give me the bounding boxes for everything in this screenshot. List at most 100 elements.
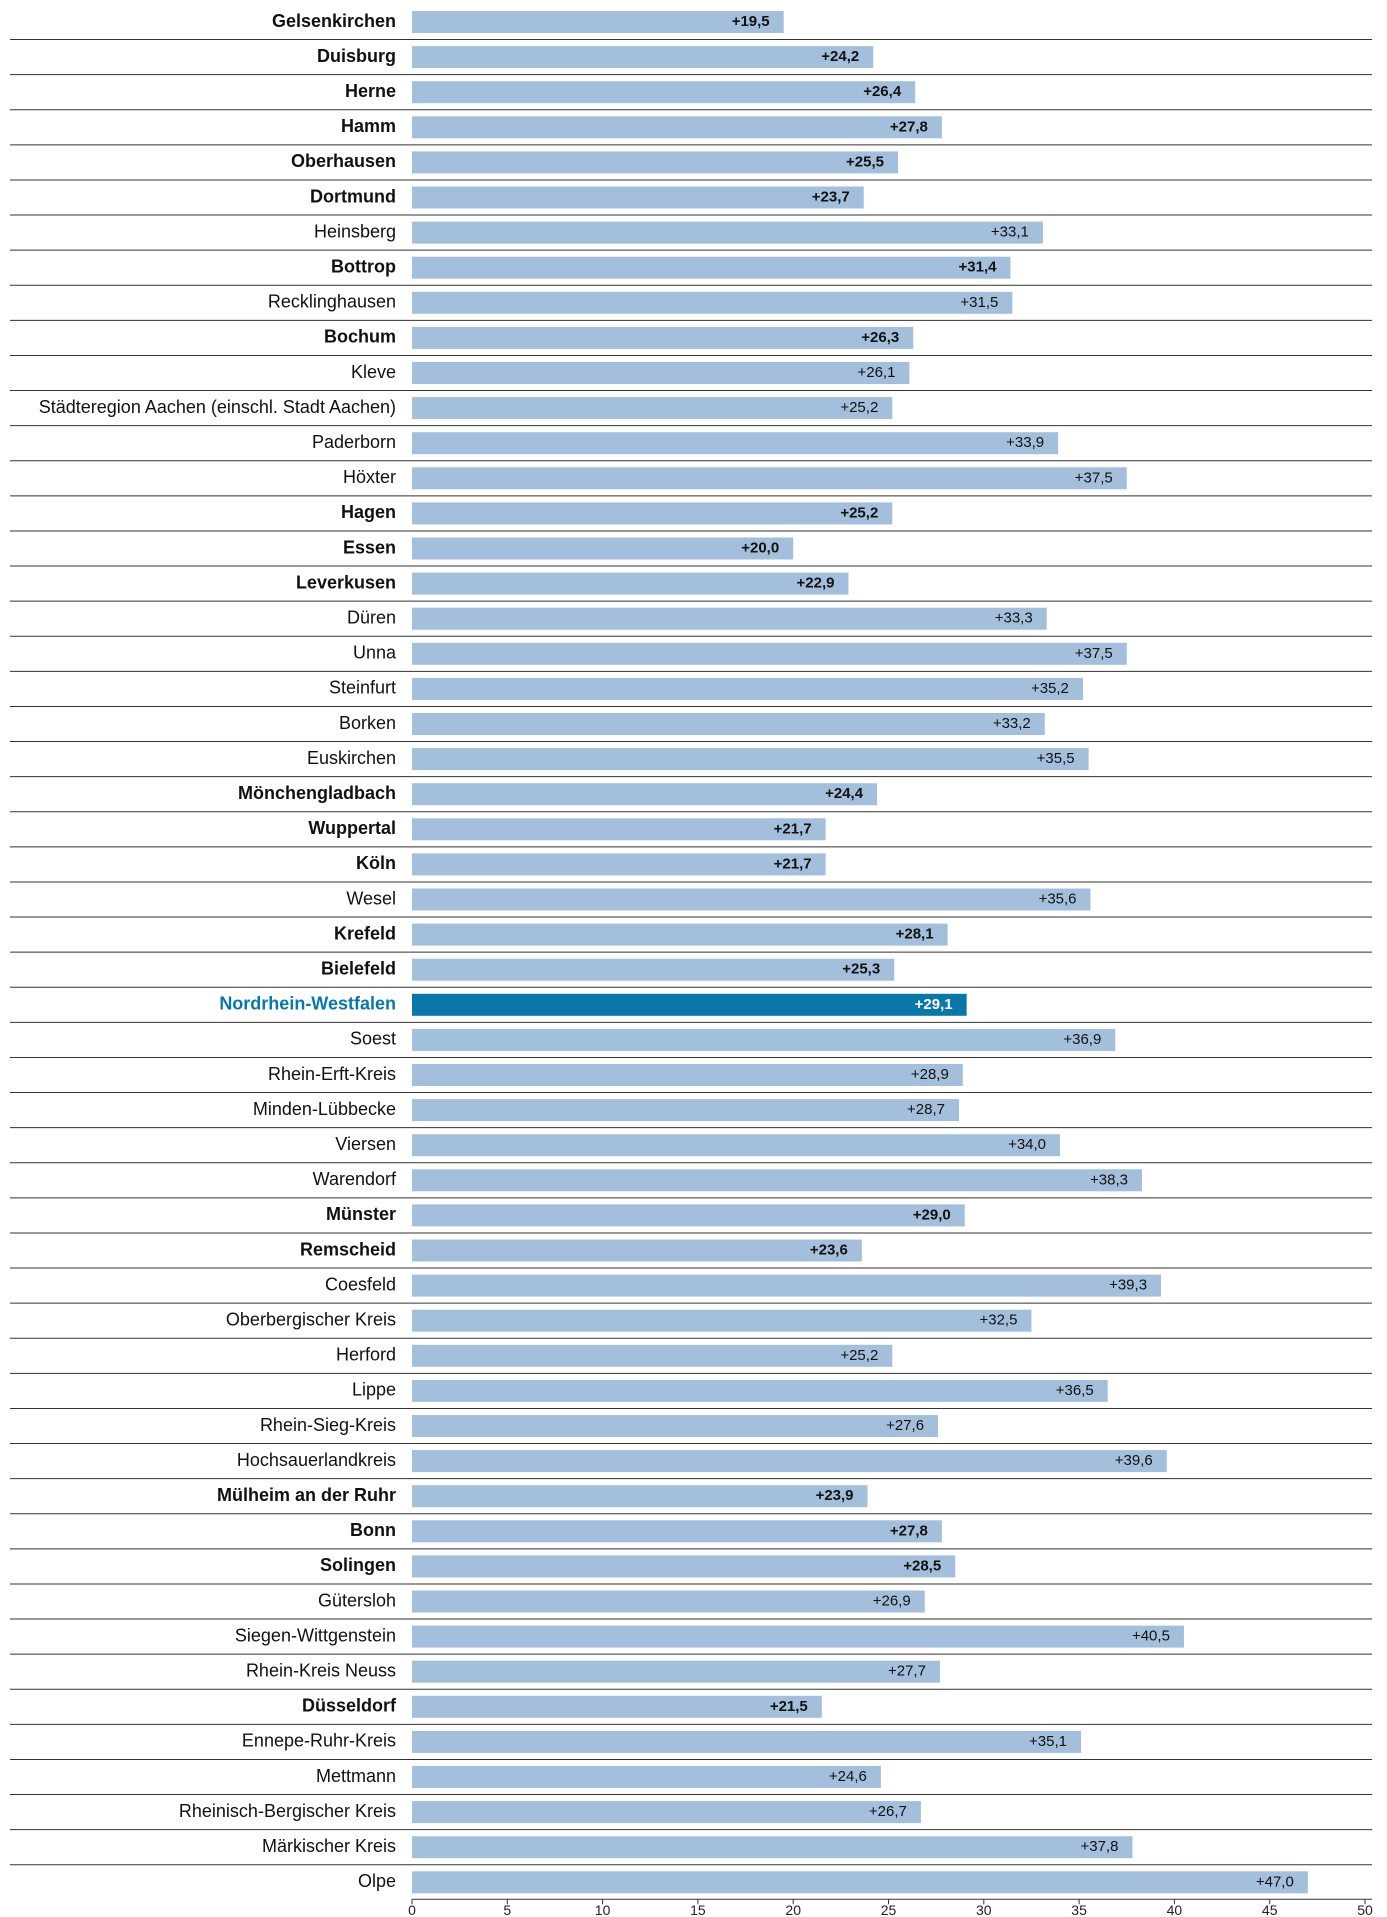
category-label: Warendorf <box>313 1169 397 1189</box>
category-label: Minden-Lübbecke <box>253 1099 396 1119</box>
value-label: +28,9 <box>911 1066 949 1083</box>
value-label: +35,5 <box>1037 750 1075 767</box>
bar <box>412 713 1045 735</box>
category-label: Mettmann <box>316 1766 396 1786</box>
value-label: +27,8 <box>890 1522 928 1539</box>
category-label: Mönchengladbach <box>238 783 396 803</box>
value-label: +37,5 <box>1075 645 1113 662</box>
value-label: +37,8 <box>1080 1838 1118 1855</box>
category-label: Bochum <box>324 327 396 347</box>
category-label: Nordrhein-Westfalen <box>219 994 396 1014</box>
value-label: +47,0 <box>1256 1873 1294 1890</box>
x-tick-label: 0 <box>408 1902 416 1917</box>
x-tick-label: 45 <box>1262 1902 1278 1917</box>
value-label: +26,4 <box>863 83 902 100</box>
category-label: Hamm <box>341 116 396 136</box>
value-label: +25,2 <box>840 399 878 416</box>
x-tick-label: 15 <box>690 1902 706 1917</box>
category-label: Münster <box>326 1204 396 1224</box>
value-label: +27,8 <box>890 118 928 135</box>
bar <box>412 1239 862 1262</box>
value-label: +28,5 <box>903 1557 941 1574</box>
bar <box>412 256 1011 279</box>
category-label: Unna <box>353 643 397 663</box>
value-label: +24,4 <box>825 785 864 802</box>
bar <box>412 1555 956 1578</box>
value-label: +23,6 <box>810 1241 848 1258</box>
bar <box>412 1730 1082 1753</box>
bar <box>412 572 849 595</box>
category-label: Kleve <box>351 362 396 382</box>
category-label: Rhein-Erft-Kreis <box>268 1064 396 1084</box>
x-tick-label: 10 <box>595 1902 611 1917</box>
bar <box>412 1485 868 1508</box>
bar <box>412 1344 893 1367</box>
category-label: Bottrop <box>331 256 396 276</box>
bar <box>412 677 1083 700</box>
bar <box>412 607 1047 630</box>
value-label: +25,2 <box>840 504 878 521</box>
category-label: Gütersloh <box>318 1590 396 1610</box>
category-label: Mülheim an der Ruhr <box>217 1485 396 1505</box>
category-label: Siegen-Wittgenstein <box>235 1625 396 1645</box>
category-label: Wuppertal <box>308 818 396 838</box>
category-label: Städteregion Aachen (einschl. Stadt Aach… <box>39 397 396 417</box>
category-label: Lippe <box>352 1380 396 1400</box>
category-label: Euskirchen <box>307 748 396 768</box>
value-label: +38,3 <box>1090 1171 1128 1188</box>
category-label: Düsseldorf <box>302 1696 397 1716</box>
value-label: +37,5 <box>1075 469 1113 486</box>
value-label: +26,9 <box>873 1592 911 1609</box>
category-label: Köln <box>356 853 396 873</box>
category-label: Rhein-Kreis Neuss <box>246 1660 396 1680</box>
bar <box>412 818 826 841</box>
bar <box>412 11 784 33</box>
value-label: +27,7 <box>888 1663 926 1680</box>
bar <box>412 923 948 946</box>
bar <box>412 1064 963 1086</box>
value-label: +28,7 <box>907 1101 945 1118</box>
category-label: Rheinisch-Bergischer Kreis <box>179 1801 396 1821</box>
bar <box>412 993 967 1016</box>
category-label: Coesfeld <box>325 1274 396 1294</box>
value-label: +33,2 <box>993 715 1031 732</box>
category-label: Dortmund <box>310 186 396 206</box>
bar <box>412 432 1059 455</box>
category-label: Olpe <box>358 1871 396 1891</box>
bar <box>412 1520 942 1543</box>
category-label: Ennepe-Ruhr-Kreis <box>242 1731 396 1751</box>
category-label: Viersen <box>335 1134 396 1154</box>
bar <box>412 958 895 981</box>
value-label: +27,6 <box>886 1417 924 1434</box>
category-label: Hagen <box>341 502 396 522</box>
value-label: +32,5 <box>979 1312 1017 1329</box>
value-label: +33,3 <box>995 610 1033 627</box>
value-label: +29,1 <box>915 996 953 1013</box>
category-label: Gelsenkirchen <box>272 11 396 31</box>
bar <box>412 748 1089 771</box>
bar <box>412 1099 960 1122</box>
bar <box>412 888 1091 911</box>
category-label: Oberbergischer Kreis <box>226 1309 396 1329</box>
category-label: Borken <box>339 713 396 733</box>
category-label: Essen <box>343 537 396 557</box>
value-label: +39,6 <box>1115 1452 1153 1469</box>
category-label: Remscheid <box>300 1239 396 1259</box>
value-label: +25,5 <box>846 153 884 170</box>
category-label: Düren <box>347 607 396 627</box>
x-tick-label: 50 <box>1357 1902 1373 1917</box>
category-label: Märkischer Kreis <box>262 1836 396 1856</box>
category-label: Heinsberg <box>314 221 396 241</box>
bar <box>412 1204 965 1227</box>
x-tick-label: 20 <box>785 1902 801 1917</box>
category-label: Bonn <box>350 1520 396 1540</box>
value-label: +24,6 <box>829 1768 867 1785</box>
bar <box>412 1169 1142 1192</box>
bar <box>412 151 899 174</box>
value-label: +33,1 <box>991 224 1029 241</box>
x-tick-label: 40 <box>1167 1902 1183 1917</box>
category-label: Paderborn <box>312 432 396 452</box>
category-label: Höxter <box>343 467 396 487</box>
